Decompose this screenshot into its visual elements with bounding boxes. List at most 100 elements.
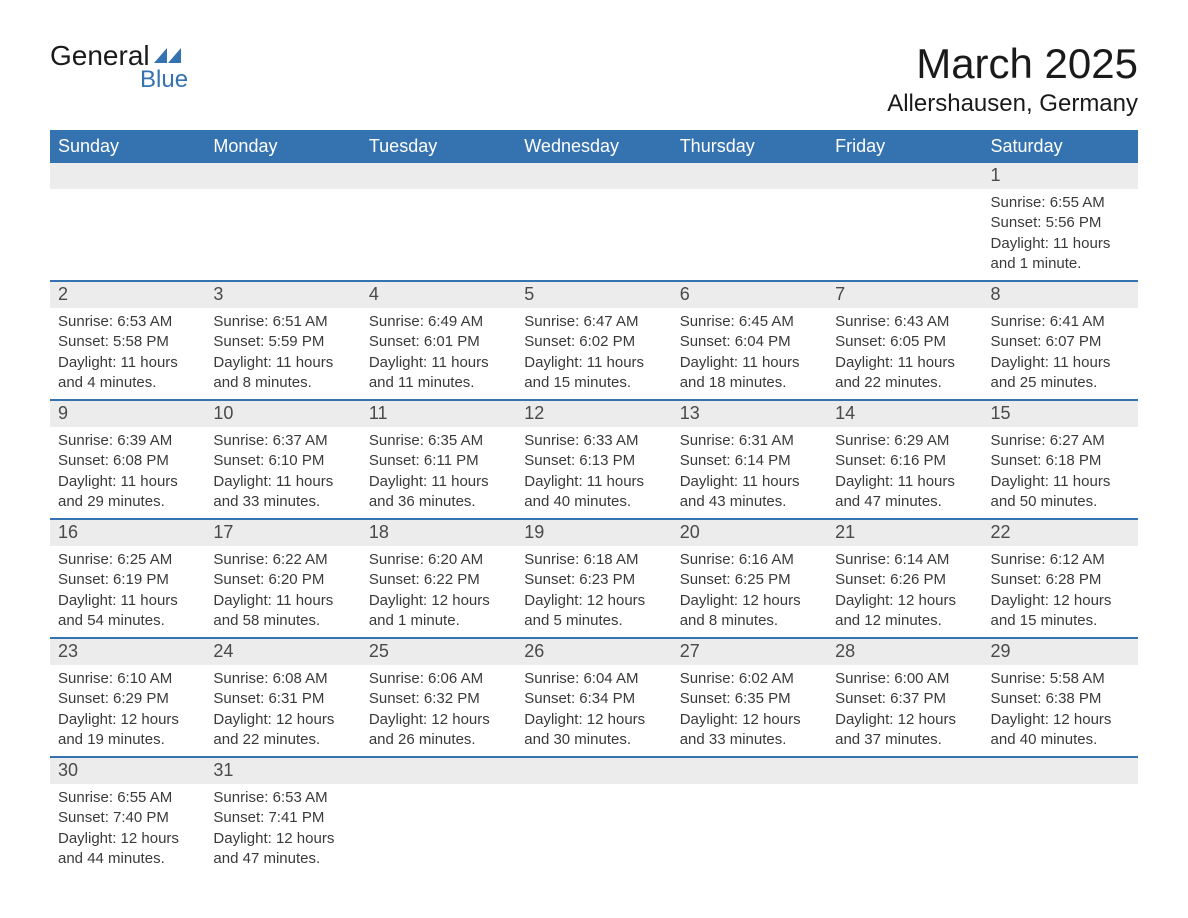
day-sunrise: Sunrise: 6:14 AM bbox=[835, 550, 974, 570]
day-sunrise: Sunrise: 6:27 AM bbox=[991, 431, 1130, 451]
calendar-week-row: 2Sunrise: 6:53 AMSunset: 5:58 PMDaylight… bbox=[50, 281, 1138, 400]
day-sunset: Sunset: 6:16 PM bbox=[835, 451, 974, 471]
day-sunrise: Sunrise: 6:39 AM bbox=[58, 431, 197, 451]
day-number bbox=[205, 163, 360, 189]
day-sunrise: Sunrise: 6:04 AM bbox=[524, 669, 663, 689]
day-day2: and 47 minutes. bbox=[835, 492, 974, 512]
day-number bbox=[361, 163, 516, 189]
weekday-header: Thursday bbox=[672, 130, 827, 163]
day-sunset: Sunset: 5:56 PM bbox=[991, 213, 1130, 233]
calendar-week-row: 1Sunrise: 6:55 AMSunset: 5:56 PMDaylight… bbox=[50, 163, 1138, 281]
day-sunrise: Sunrise: 6:22 AM bbox=[213, 550, 352, 570]
day-day2: and 8 minutes. bbox=[680, 611, 819, 631]
day-number: 6 bbox=[672, 282, 827, 308]
day-content: Sunrise: 6:12 AMSunset: 6:28 PMDaylight:… bbox=[983, 546, 1138, 637]
day-sunset: Sunset: 6:35 PM bbox=[680, 689, 819, 709]
day-sunrise: Sunrise: 6:33 AM bbox=[524, 431, 663, 451]
calendar-cell bbox=[361, 163, 516, 281]
calendar-cell: 4Sunrise: 6:49 AMSunset: 6:01 PMDaylight… bbox=[361, 281, 516, 400]
day-day1: Daylight: 12 hours bbox=[369, 710, 508, 730]
day-number: 22 bbox=[983, 520, 1138, 546]
calendar-week-row: 16Sunrise: 6:25 AMSunset: 6:19 PMDayligh… bbox=[50, 519, 1138, 638]
title-block: March 2025 Allershausen, Germany bbox=[887, 40, 1138, 118]
day-sunrise: Sunrise: 6:35 AM bbox=[369, 431, 508, 451]
day-sunrise: Sunrise: 6:02 AM bbox=[680, 669, 819, 689]
day-content: Sunrise: 6:31 AMSunset: 6:14 PMDaylight:… bbox=[672, 427, 827, 518]
day-sunset: Sunset: 6:22 PM bbox=[369, 570, 508, 590]
day-sunset: Sunset: 6:13 PM bbox=[524, 451, 663, 471]
calendar-cell bbox=[516, 757, 671, 875]
day-content: Sunrise: 6:22 AMSunset: 6:20 PMDaylight:… bbox=[205, 546, 360, 637]
calendar-cell: 14Sunrise: 6:29 AMSunset: 6:16 PMDayligh… bbox=[827, 400, 982, 519]
day-day1: Daylight: 11 hours bbox=[58, 591, 197, 611]
day-day2: and 50 minutes. bbox=[991, 492, 1130, 512]
day-sunrise: Sunrise: 6:12 AM bbox=[991, 550, 1130, 570]
day-sunset: Sunset: 6:14 PM bbox=[680, 451, 819, 471]
day-content bbox=[361, 189, 516, 277]
day-day1: Daylight: 11 hours bbox=[680, 472, 819, 492]
calendar-cell: 13Sunrise: 6:31 AMSunset: 6:14 PMDayligh… bbox=[672, 400, 827, 519]
calendar-cell bbox=[516, 163, 671, 281]
calendar-cell: 26Sunrise: 6:04 AMSunset: 6:34 PMDayligh… bbox=[516, 638, 671, 757]
day-number: 18 bbox=[361, 520, 516, 546]
calendar-cell: 8Sunrise: 6:41 AMSunset: 6:07 PMDaylight… bbox=[983, 281, 1138, 400]
day-number: 4 bbox=[361, 282, 516, 308]
day-number: 28 bbox=[827, 639, 982, 665]
day-content bbox=[827, 784, 982, 872]
day-day2: and 33 minutes. bbox=[213, 492, 352, 512]
day-day1: Daylight: 12 hours bbox=[835, 591, 974, 611]
day-day2: and 22 minutes. bbox=[213, 730, 352, 750]
calendar-cell: 16Sunrise: 6:25 AMSunset: 6:19 PMDayligh… bbox=[50, 519, 205, 638]
day-sunset: Sunset: 6:28 PM bbox=[991, 570, 1130, 590]
day-day2: and 33 minutes. bbox=[680, 730, 819, 750]
day-number bbox=[361, 758, 516, 784]
calendar-cell bbox=[672, 163, 827, 281]
day-number: 26 bbox=[516, 639, 671, 665]
day-content bbox=[361, 784, 516, 872]
calendar-week-row: 9Sunrise: 6:39 AMSunset: 6:08 PMDaylight… bbox=[50, 400, 1138, 519]
calendar-cell bbox=[827, 163, 982, 281]
day-content: Sunrise: 6:55 AMSunset: 5:56 PMDaylight:… bbox=[983, 189, 1138, 280]
day-content: Sunrise: 6:06 AMSunset: 6:32 PMDaylight:… bbox=[361, 665, 516, 756]
calendar-cell: 15Sunrise: 6:27 AMSunset: 6:18 PMDayligh… bbox=[983, 400, 1138, 519]
day-day1: Daylight: 11 hours bbox=[369, 353, 508, 373]
day-sunset: Sunset: 6:26 PM bbox=[835, 570, 974, 590]
calendar-cell: 18Sunrise: 6:20 AMSunset: 6:22 PMDayligh… bbox=[361, 519, 516, 638]
day-number: 5 bbox=[516, 282, 671, 308]
day-content: Sunrise: 6:37 AMSunset: 6:10 PMDaylight:… bbox=[205, 427, 360, 518]
day-day1: Daylight: 12 hours bbox=[369, 591, 508, 611]
day-number: 1 bbox=[983, 163, 1138, 189]
day-day1: Daylight: 12 hours bbox=[524, 591, 663, 611]
calendar-cell bbox=[205, 163, 360, 281]
calendar-cell: 6Sunrise: 6:45 AMSunset: 6:04 PMDaylight… bbox=[672, 281, 827, 400]
day-day2: and 40 minutes. bbox=[524, 492, 663, 512]
day-day1: Daylight: 11 hours bbox=[58, 472, 197, 492]
calendar-cell: 24Sunrise: 6:08 AMSunset: 6:31 PMDayligh… bbox=[205, 638, 360, 757]
calendar-table: Sunday Monday Tuesday Wednesday Thursday… bbox=[50, 130, 1138, 875]
day-number: 17 bbox=[205, 520, 360, 546]
day-day1: Daylight: 12 hours bbox=[680, 591, 819, 611]
day-content bbox=[205, 189, 360, 277]
day-number: 8 bbox=[983, 282, 1138, 308]
day-day2: and 12 minutes. bbox=[835, 611, 974, 631]
day-content: Sunrise: 6:00 AMSunset: 6:37 PMDaylight:… bbox=[827, 665, 982, 756]
day-day2: and 18 minutes. bbox=[680, 373, 819, 393]
day-content: Sunrise: 6:08 AMSunset: 6:31 PMDaylight:… bbox=[205, 665, 360, 756]
calendar-cell: 3Sunrise: 6:51 AMSunset: 5:59 PMDaylight… bbox=[205, 281, 360, 400]
calendar-cell: 1Sunrise: 6:55 AMSunset: 5:56 PMDaylight… bbox=[983, 163, 1138, 281]
day-content: Sunrise: 6:20 AMSunset: 6:22 PMDaylight:… bbox=[361, 546, 516, 637]
day-day2: and 44 minutes. bbox=[58, 849, 197, 869]
day-number: 9 bbox=[50, 401, 205, 427]
day-sunset: Sunset: 6:38 PM bbox=[991, 689, 1130, 709]
day-day1: Daylight: 12 hours bbox=[213, 710, 352, 730]
day-number: 2 bbox=[50, 282, 205, 308]
calendar-cell bbox=[361, 757, 516, 875]
calendar-cell: 23Sunrise: 6:10 AMSunset: 6:29 PMDayligh… bbox=[50, 638, 205, 757]
day-number bbox=[672, 758, 827, 784]
day-sunrise: Sunrise: 6:10 AM bbox=[58, 669, 197, 689]
day-sunset: Sunset: 6:20 PM bbox=[213, 570, 352, 590]
day-number bbox=[516, 163, 671, 189]
day-sunset: Sunset: 6:05 PM bbox=[835, 332, 974, 352]
day-number: 23 bbox=[50, 639, 205, 665]
day-sunset: Sunset: 6:04 PM bbox=[680, 332, 819, 352]
